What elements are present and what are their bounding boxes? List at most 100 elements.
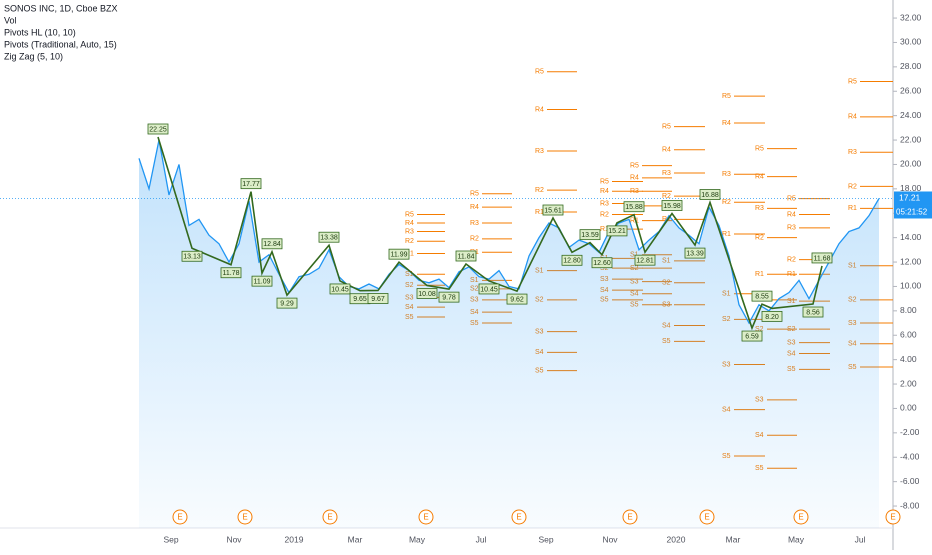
zigzag-label: 13.39 — [686, 250, 704, 257]
y-tick-label: 10.00 — [900, 281, 922, 291]
zigzag-label: 12.80 — [563, 258, 581, 265]
y-tick-label: 12.00 — [900, 256, 922, 266]
zigzag-label-box — [367, 293, 389, 304]
zigzag-label: 11.99 — [391, 252, 408, 259]
zigzag-label-box — [276, 297, 298, 309]
pivot-level-label: R5 — [470, 191, 479, 198]
legend-title: SONOS INC, 1D, Cboe BZX — [4, 3, 118, 13]
pivot-level-label: R3 — [535, 148, 544, 155]
zigzag-label-box — [388, 248, 410, 260]
earnings-marker — [418, 509, 434, 525]
earnings-label: E — [327, 513, 332, 522]
pivot-level-label: R2 — [405, 238, 414, 245]
pivot-level-label: R2 — [470, 236, 479, 243]
pivot-level-label: R5 — [630, 163, 639, 170]
y-tick-label: 24.00 — [900, 110, 922, 120]
x-tick-label: Nov — [602, 534, 618, 544]
earnings-label: E — [242, 513, 247, 522]
legend-indicator: Pivots HL (10, 10) — [4, 27, 76, 37]
zigzag-label-box — [251, 275, 273, 287]
zigzag-label-box — [699, 189, 721, 200]
zigzag-label: 17.77 — [242, 181, 260, 188]
zigzag-line — [157, 136, 823, 331]
pivot-level-label: R4 — [535, 106, 544, 113]
zigzag-label-box — [478, 283, 500, 295]
zigzag-label-box — [455, 250, 477, 262]
zigzag-label: 6.59 — [745, 333, 759, 340]
legend-indicator: Zig Zag (5, 10) — [4, 51, 63, 61]
pivot-level-label: R2 — [600, 211, 609, 218]
pivot-level-label: R2 — [848, 183, 857, 190]
price-line — [138, 139, 880, 325]
y-tick-label: -4.00 — [900, 451, 920, 461]
pivot-level-label: R3 — [787, 225, 796, 232]
zigzag-label-box — [761, 311, 783, 322]
zigzag-label: 13.13 — [183, 254, 201, 261]
zigzag-label: 9.29 — [280, 300, 294, 307]
x-tick-label: Mar — [726, 534, 741, 544]
zigzag-label: 11.78 — [223, 270, 240, 277]
zigzag-label: 15.88 — [625, 204, 643, 211]
x-tick-label: May — [409, 534, 426, 544]
y-tick-label: 30.00 — [900, 37, 922, 47]
pivot-level-label: R5 — [535, 69, 544, 76]
pivot-level-label: R2 — [787, 256, 796, 263]
pivot-level-label: R3 — [470, 220, 479, 227]
earnings-marker — [793, 509, 809, 525]
pivot-level-label: R1 — [630, 217, 639, 224]
zigzag-label-box — [261, 238, 283, 250]
zigzag-label: 13.59 — [581, 232, 599, 239]
earnings-label: E — [890, 513, 895, 522]
zigzag-label: 12.81 — [636, 258, 654, 265]
pivot-level-label: R2 — [535, 187, 544, 194]
x-tick-label: 2019 — [285, 534, 304, 544]
pivot-level-label: R4 — [662, 147, 671, 154]
countdown-tag — [894, 205, 932, 219]
legend-indicator: Vol — [4, 15, 17, 25]
x-tick-label: May — [788, 534, 805, 544]
legend-indicator: Pivots (Traditional, Auto, 15) — [4, 39, 117, 49]
earnings-marker — [699, 509, 715, 525]
zigzag-label-box — [561, 254, 583, 266]
pivot-level-label: R1 — [600, 226, 609, 233]
zigzag-label-box — [661, 200, 683, 211]
earnings-marker — [237, 509, 253, 525]
pivot-level-label: R2 — [722, 199, 731, 206]
pivot-level-label: R1 — [787, 271, 796, 278]
pivot-level-label: R5 — [755, 145, 764, 152]
legend: SONOS INC, 1D, Cboe BZX Vol Pivots HL (1… — [4, 3, 118, 61]
y-tick-label: 18.00 — [900, 183, 922, 193]
pivot-level-label: R4 — [787, 211, 796, 218]
zigzag-label: 9.67 — [371, 296, 385, 303]
zigzag-label-box — [811, 252, 833, 264]
zigzag-label-box — [751, 290, 773, 302]
y-tick-label: 20.00 — [900, 159, 922, 169]
pivot-level-label: R4 — [848, 114, 857, 121]
pivot-level-label: R4 — [630, 175, 639, 182]
y-tick-label: 32.00 — [900, 12, 922, 22]
x-tick-label: 2020 — [667, 534, 686, 544]
countdown-label: 05:21:52 — [896, 208, 928, 217]
pivot-level-label: R5 — [405, 211, 414, 218]
pivot-level-label: R1 — [755, 271, 764, 278]
last-price-tag — [894, 191, 932, 206]
zigzag-label-box — [147, 123, 169, 135]
zigzag-label-box — [591, 257, 613, 269]
pivot-level-label: R2 — [662, 193, 671, 200]
earnings-marker — [622, 509, 638, 525]
x-tick-label: Sep — [163, 534, 178, 544]
zigzag-label: 9.62 — [510, 296, 524, 303]
zigzag-label: 10.45 — [331, 286, 349, 293]
x-tick-label: Mar — [348, 534, 363, 544]
zigzag-label-box — [802, 306, 824, 318]
pivot-level-label: R3 — [755, 205, 764, 212]
y-tick-label: -6.00 — [900, 476, 920, 486]
y-tick-label: 28.00 — [900, 61, 922, 71]
y-tick-label: -8.00 — [900, 500, 920, 510]
earnings-label: E — [798, 513, 803, 522]
pivot-level-label: R3 — [630, 188, 639, 195]
zigzag-label: 11.09 — [254, 278, 271, 285]
zigzag-label: 10.08 — [418, 291, 436, 298]
pivot-level-label: R3 — [405, 228, 414, 235]
